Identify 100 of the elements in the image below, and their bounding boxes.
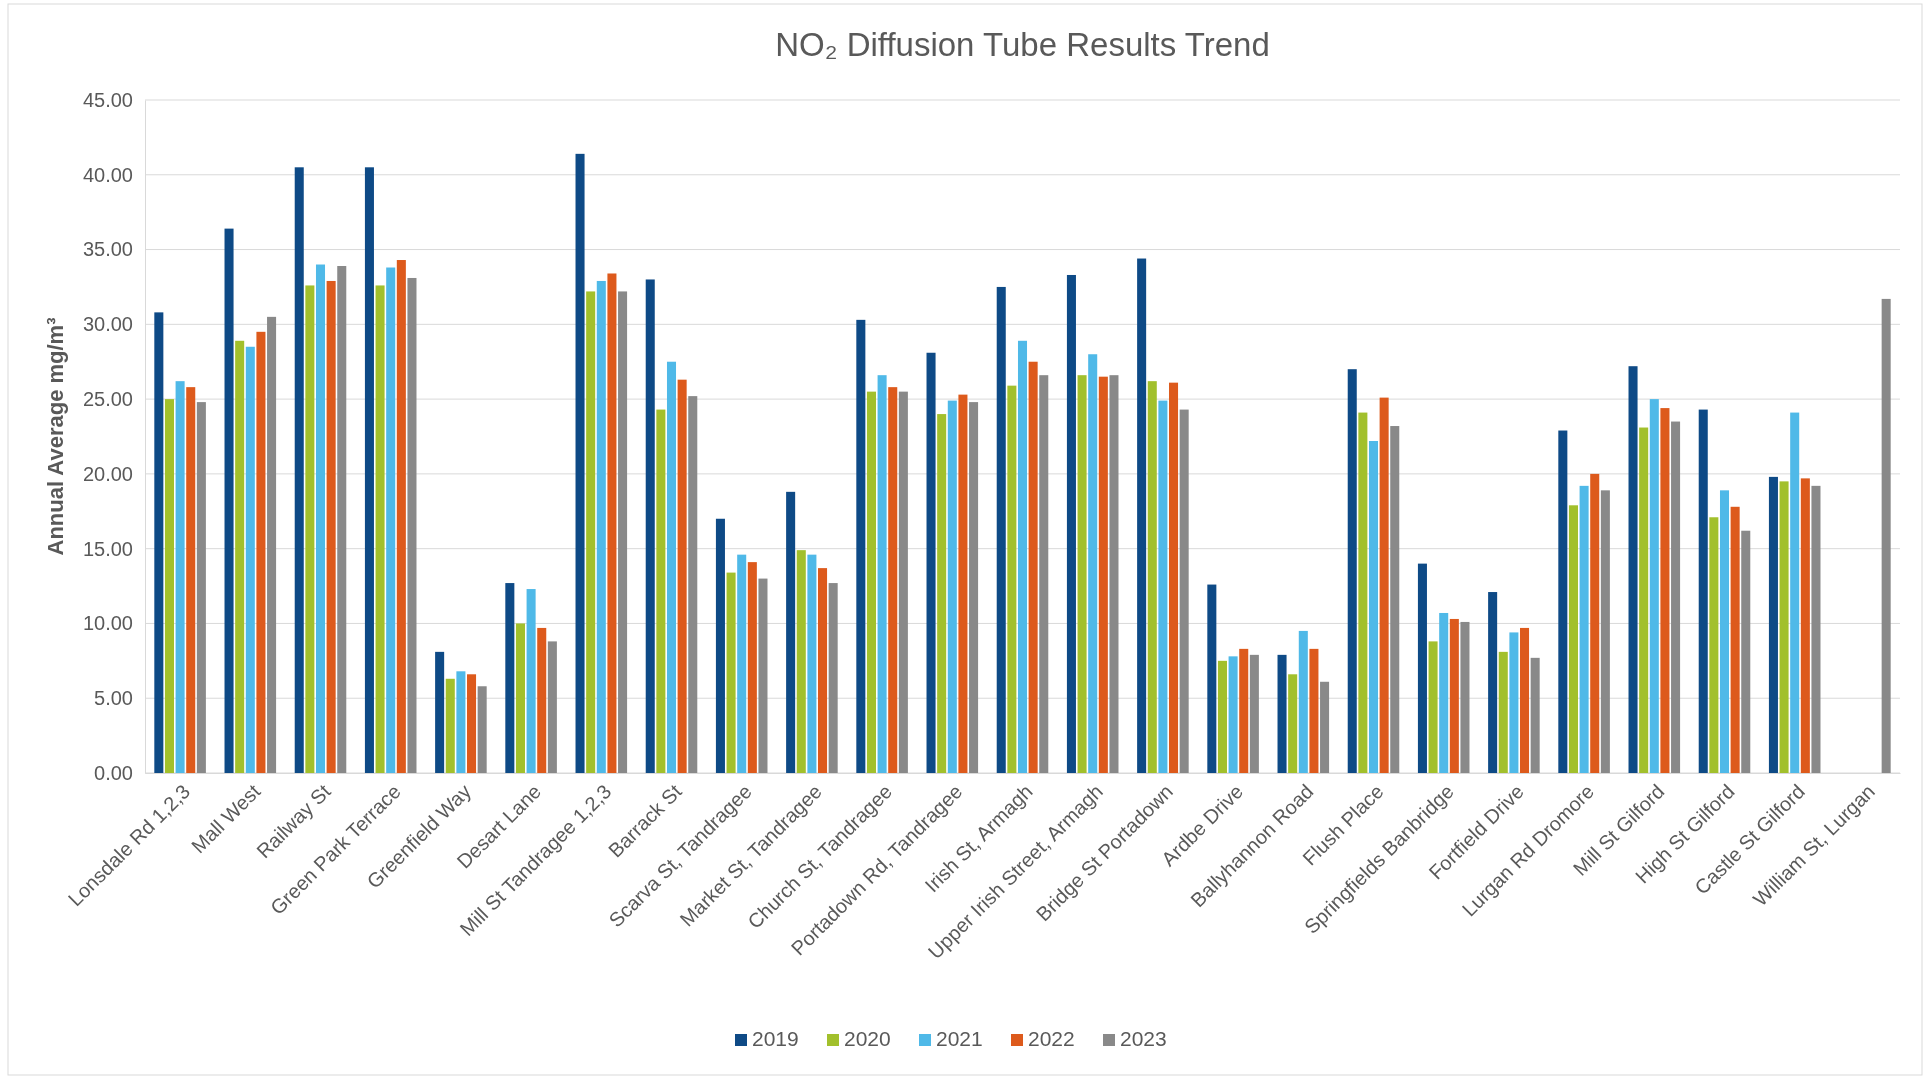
bar (407, 277, 417, 773)
legend-label: 2023 (1120, 1027, 1167, 1050)
bar (1811, 485, 1821, 773)
bar (256, 331, 266, 773)
bar (1719, 490, 1730, 773)
bar (796, 550, 806, 773)
bar (1277, 654, 1287, 773)
bar (245, 346, 255, 773)
bar (164, 399, 174, 773)
bar (196, 402, 206, 773)
y-tick-label: 10.00 (82, 612, 133, 635)
y-axis-title: Annual Average mg/m³ (43, 317, 68, 556)
bar (435, 651, 445, 773)
bar (596, 280, 606, 773)
bar (1881, 298, 1891, 773)
bar (807, 554, 817, 773)
bar (866, 391, 876, 773)
legend-label: 2020 (844, 1027, 891, 1050)
bar (1137, 258, 1147, 773)
bar (1088, 354, 1098, 773)
bar (666, 361, 677, 773)
bar (224, 228, 234, 773)
y-tick-label: 45.00 (82, 88, 133, 111)
bar (364, 167, 374, 773)
y-tick-label: 0.00 (94, 761, 133, 784)
bar (505, 583, 515, 773)
bar (688, 396, 698, 773)
bar (1439, 612, 1449, 773)
bar (305, 285, 315, 773)
bar (1488, 592, 1498, 773)
bar (1239, 648, 1249, 773)
bar (1347, 369, 1357, 773)
bar (1217, 660, 1227, 773)
y-tick-label: 35.00 (82, 238, 133, 261)
bar (996, 286, 1006, 773)
bar (1768, 476, 1778, 773)
bar (1558, 430, 1568, 773)
bar (467, 674, 477, 773)
bar (888, 387, 898, 773)
bar (747, 562, 757, 773)
bar (1066, 274, 1076, 773)
bar (1779, 481, 1789, 773)
bar (1298, 630, 1308, 773)
bar (1579, 485, 1589, 773)
bar (1109, 375, 1119, 773)
bar (1390, 426, 1400, 773)
y-tick-label: 40.00 (82, 163, 133, 186)
bar (1698, 409, 1708, 773)
bar (828, 583, 838, 773)
bar (1158, 400, 1168, 773)
bar (1568, 505, 1578, 773)
bar (1039, 375, 1049, 773)
bar (235, 340, 245, 773)
bar (877, 375, 887, 773)
bar (1368, 440, 1379, 773)
bar (1709, 517, 1719, 773)
bar (1017, 340, 1028, 773)
bar (1639, 427, 1649, 773)
bar (677, 379, 687, 773)
bar (1628, 366, 1638, 773)
bar (1169, 382, 1179, 773)
bar (1207, 584, 1217, 773)
bar (1147, 381, 1157, 773)
bar (186, 387, 196, 773)
bar (898, 391, 908, 773)
bar (947, 400, 957, 773)
bar (1509, 632, 1519, 773)
bar (547, 641, 557, 773)
bar (715, 518, 725, 773)
bar (477, 686, 487, 773)
bar (154, 312, 164, 773)
bar (1800, 478, 1810, 773)
legend-label: 2021 (936, 1027, 983, 1050)
bar (515, 623, 525, 773)
legend-label: 2019 (752, 1027, 799, 1050)
bar (1671, 421, 1681, 773)
bar (1741, 530, 1751, 773)
bar (1600, 490, 1610, 773)
bar (1228, 656, 1238, 773)
bar (375, 285, 385, 773)
y-tick-label: 20.00 (82, 462, 133, 485)
bar (618, 291, 628, 773)
bar (1730, 506, 1740, 773)
chart-title: NO₂ Diffusion Tube Results Trend (775, 26, 1270, 63)
bar (1417, 563, 1427, 773)
bar (818, 568, 828, 773)
bar (1098, 376, 1108, 773)
bar (969, 402, 979, 773)
bar (1449, 618, 1459, 773)
bar (1590, 473, 1600, 773)
bar (786, 491, 796, 773)
bar (645, 279, 655, 773)
y-tick-label: 5.00 (94, 687, 133, 710)
bar (315, 264, 326, 773)
bar (537, 627, 547, 773)
bar (1007, 385, 1017, 773)
bar (1660, 408, 1670, 773)
y-tick-label: 15.00 (82, 537, 133, 560)
bar (1179, 409, 1189, 773)
bar (1288, 674, 1298, 773)
